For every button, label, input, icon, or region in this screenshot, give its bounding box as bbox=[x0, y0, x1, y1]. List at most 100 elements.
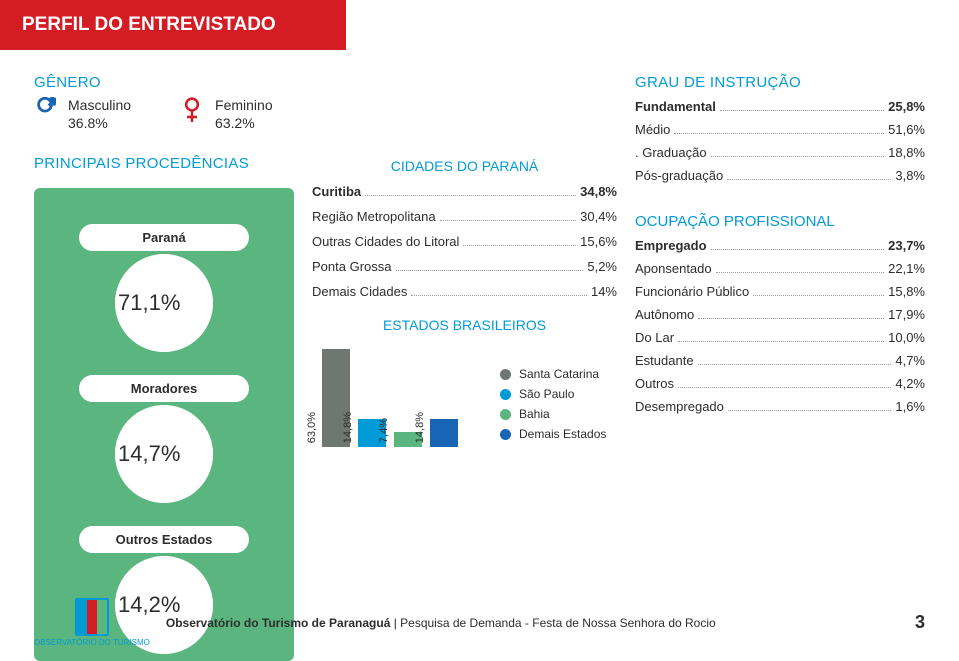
legend-dot bbox=[500, 429, 511, 440]
gender-title: GÊNERO bbox=[34, 74, 294, 91]
row-value: 18,8% bbox=[888, 145, 925, 160]
list-row: Desempregado 1,6% bbox=[635, 399, 925, 414]
row-name: Fundamental bbox=[635, 99, 716, 114]
row-name: Estudante bbox=[635, 353, 694, 368]
cities-list: Curitiba 34,8% Região Metropolitana 30,4% Ou… bbox=[312, 184, 617, 299]
bar-label: 63,0% bbox=[306, 412, 318, 443]
legend-label: São Paulo bbox=[519, 387, 574, 401]
male-value: 36.8% bbox=[68, 115, 131, 131]
origin-outros-label: Outros Estados bbox=[79, 526, 249, 553]
list-row: Curitiba 34,8% bbox=[312, 184, 617, 199]
row-name: Desempregado bbox=[635, 399, 724, 414]
row-name: Pós-graduação bbox=[635, 168, 723, 183]
row-value: 4,2% bbox=[895, 376, 925, 391]
male-icon bbox=[34, 97, 56, 127]
row-value: 17,9% bbox=[888, 307, 925, 322]
bar-label: 7,4% bbox=[378, 418, 390, 443]
observatory-logo: OBSERVATÓRIO DO TURISMO bbox=[34, 598, 150, 647]
row-value: 5,2% bbox=[587, 259, 617, 274]
list-row: Empregado 23,7% bbox=[635, 238, 925, 253]
list-row: Funcionário Público 15,8% bbox=[635, 284, 925, 299]
female-label: Feminino bbox=[215, 97, 273, 113]
legend-dot bbox=[500, 409, 511, 420]
male-label: Masculino bbox=[68, 97, 131, 113]
list-row: Pós-graduação 3,8% bbox=[635, 168, 925, 183]
footer: OBSERVATÓRIO DO TURISMO Observatório do … bbox=[34, 598, 925, 647]
legend-dot bbox=[500, 369, 511, 380]
list-row: Ponta Grossa5,2% bbox=[312, 259, 617, 274]
education-title: GRAU DE INSTRUÇÃO bbox=[635, 74, 925, 91]
list-row: Aponsentado 22,1% bbox=[635, 261, 925, 276]
bar: 14,8% bbox=[430, 419, 458, 447]
row-name: . Graduação bbox=[635, 145, 707, 160]
row-name: Outras Cidades do Litoral bbox=[312, 234, 459, 249]
legend-label: Bahia bbox=[519, 407, 550, 421]
row-name: Empregado bbox=[635, 238, 707, 253]
list-row: Fundamental 25,8% bbox=[635, 99, 925, 114]
row-value: 14% bbox=[591, 284, 617, 299]
list-row: Médio 51,6% bbox=[635, 122, 925, 137]
row-name: Região Metropolitana bbox=[312, 209, 436, 224]
row-value: 15,6% bbox=[580, 234, 617, 249]
education-list: Fundamental 25,8% Médio 51,6% . Graduação 18,… bbox=[635, 99, 925, 183]
list-row: Demais Cidades14% bbox=[312, 284, 617, 299]
row-value: 3,8% bbox=[895, 168, 925, 183]
origins-card: Paraná 71,1% Moradores 14,7% Outros Esta… bbox=[34, 188, 294, 661]
row-name: Outros bbox=[635, 376, 674, 391]
legend-item: Demais Estados bbox=[500, 427, 606, 441]
row-value: 4,7% bbox=[895, 353, 925, 368]
row-name: Do Lar bbox=[635, 330, 674, 345]
list-row: Região Metropolitana 30,4% bbox=[312, 209, 617, 224]
row-name: Funcionário Público bbox=[635, 284, 749, 299]
row-name: Aponsentado bbox=[635, 261, 712, 276]
row-value: 51,6% bbox=[888, 122, 925, 137]
bar-label: 14,8% bbox=[414, 412, 426, 443]
logo-text: OBSERVATÓRIO DO TURISMO bbox=[34, 638, 150, 647]
origin-parana-value: 71,1% bbox=[118, 257, 210, 349]
states-title: ESTADOS BRASILEIROS bbox=[312, 317, 617, 333]
footer-text: Observatório do Turismo de Paranaguá | P… bbox=[166, 616, 716, 630]
states-bar-chart: 63,0%14,8%7,4%14,8% bbox=[322, 337, 458, 447]
origin-moradores-value: 14,7% bbox=[118, 408, 210, 500]
legend-label: Demais Estados bbox=[519, 427, 606, 441]
row-value: 1,6% bbox=[895, 399, 925, 414]
list-row: Do Lar 10,0% bbox=[635, 330, 925, 345]
row-name: Autônomo bbox=[635, 307, 694, 322]
row-value: 30,4% bbox=[580, 209, 617, 224]
row-name: Curitiba bbox=[312, 184, 361, 199]
occupation-list: Empregado 23,7% Aponsentado 22,1% Funcionári… bbox=[635, 238, 925, 414]
row-value: 10,0% bbox=[888, 330, 925, 345]
legend-dot bbox=[500, 389, 511, 400]
legend-label: Santa Catarina bbox=[519, 367, 599, 381]
gender-male: Masculino 36.8% bbox=[34, 97, 131, 131]
row-value: 15,8% bbox=[888, 284, 925, 299]
bar-label: 14,8% bbox=[342, 412, 354, 443]
legend-item: Santa Catarina bbox=[500, 367, 606, 381]
list-row: Outros 4,2% bbox=[635, 376, 925, 391]
origin-parana-label: Paraná bbox=[79, 224, 249, 251]
row-value: 22,1% bbox=[888, 261, 925, 276]
row-value: 23,7% bbox=[888, 238, 925, 253]
origins-title: PRINCIPAIS PROCEDÊNCIAS bbox=[34, 155, 294, 172]
occupation-title: OCUPAÇÃO PROFISSIONAL bbox=[635, 213, 925, 230]
female-value: 63.2% bbox=[215, 115, 273, 131]
list-row: Estudante 4,7% bbox=[635, 353, 925, 368]
states-legend: Santa Catarina São Paulo Bahia Demais Estad… bbox=[500, 361, 606, 447]
female-icon bbox=[181, 97, 203, 127]
row-name: Médio bbox=[635, 122, 670, 137]
gender-female: Feminino 63.2% bbox=[181, 97, 273, 131]
row-value: 25,8% bbox=[888, 99, 925, 114]
page-number: 3 bbox=[915, 612, 925, 633]
footer-rest: | Pesquisa de Demanda - Festa de Nossa S… bbox=[390, 616, 715, 630]
origin-moradores-label: Moradores bbox=[79, 375, 249, 402]
list-row: . Graduação 18,8% bbox=[635, 145, 925, 160]
row-value: 34,8% bbox=[580, 184, 617, 199]
cities-title: CIDADES DO PARANÁ bbox=[312, 158, 617, 174]
page-header: PERFIL DO ENTREVISTADO bbox=[0, 0, 346, 50]
legend-item: Bahia bbox=[500, 407, 606, 421]
list-row: Autônomo 17,9% bbox=[635, 307, 925, 322]
footer-bold: Observatório do Turismo de Paranaguá bbox=[166, 616, 391, 630]
bar-rect bbox=[430, 419, 458, 447]
legend-item: São Paulo bbox=[500, 387, 606, 401]
list-row: Outras Cidades do Litoral 15,6% bbox=[312, 234, 617, 249]
